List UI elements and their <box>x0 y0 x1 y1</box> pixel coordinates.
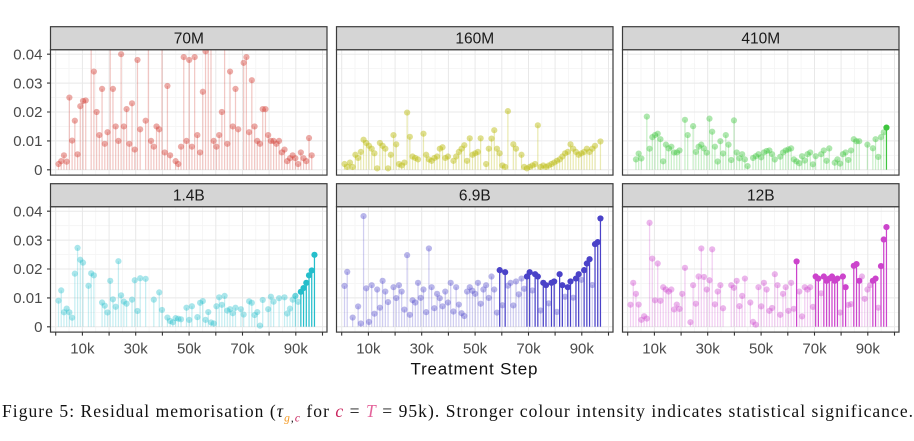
svg-text:90k: 90k <box>570 341 595 358</box>
svg-text:0.01: 0.01 <box>13 133 42 150</box>
svg-text:Treatment Step: Treatment Step <box>411 360 539 379</box>
svg-text:0: 0 <box>34 319 42 336</box>
svg-text:0.03: 0.03 <box>13 75 42 92</box>
svg-text:0.04: 0.04 <box>13 46 42 63</box>
svg-text:6.9B: 6.9B <box>459 187 491 204</box>
svg-text:30k: 30k <box>124 341 149 358</box>
svg-text:0.02: 0.02 <box>13 104 42 121</box>
svg-text:160M: 160M <box>455 30 494 47</box>
svg-text:1.4B: 1.4B <box>173 187 205 204</box>
svg-text:70M: 70M <box>174 30 204 47</box>
svg-text:70k: 70k <box>516 341 541 358</box>
svg-text:30k: 30k <box>410 341 435 358</box>
svg-text:0.01: 0.01 <box>13 290 42 307</box>
svg-text:0.03: 0.03 <box>13 232 42 249</box>
svg-text:0: 0 <box>34 162 42 179</box>
svg-text:50k: 50k <box>463 341 488 358</box>
svg-text:70k: 70k <box>802 341 827 358</box>
svg-text:10k: 10k <box>356 341 381 358</box>
svg-text:12B: 12B <box>747 187 775 204</box>
svg-text:410M: 410M <box>741 30 780 47</box>
svg-text:10k: 10k <box>642 341 667 358</box>
svg-text:50k: 50k <box>749 341 774 358</box>
svg-text:90k: 90k <box>284 341 309 358</box>
svg-text:0.04: 0.04 <box>13 203 42 220</box>
svg-text:30k: 30k <box>696 341 721 358</box>
svg-text:70k: 70k <box>230 341 255 358</box>
svg-text:10k: 10k <box>70 341 95 358</box>
svg-text:50k: 50k <box>177 341 202 358</box>
svg-text:0.02: 0.02 <box>13 261 42 278</box>
svg-text:90k: 90k <box>856 341 881 358</box>
